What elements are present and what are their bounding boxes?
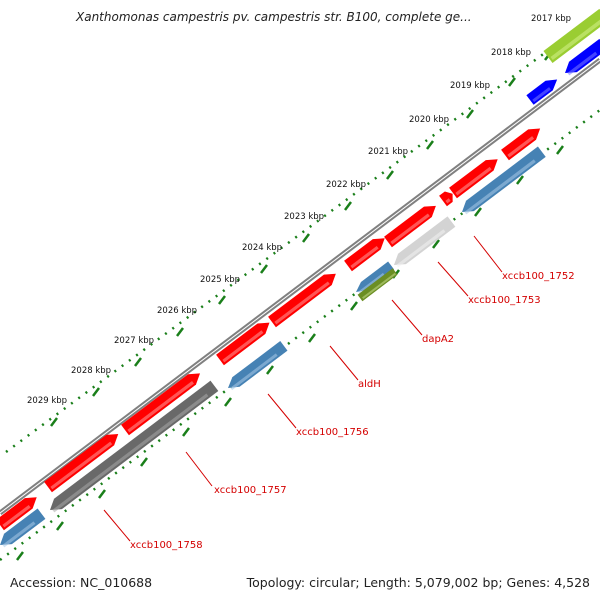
ruler-tick	[350, 301, 358, 311]
ruler-tick	[508, 77, 516, 87]
ruler-tick	[218, 295, 226, 305]
backbone	[0, 58, 600, 515]
forward-gene[interactable]	[0, 497, 37, 531]
label-leader	[103, 509, 131, 542]
forward-gene[interactable]	[526, 79, 558, 105]
accession-number: NC_010688	[80, 575, 153, 590]
label-leader	[391, 299, 423, 336]
ruler-tick	[134, 357, 142, 367]
forward-gene[interactable]	[121, 373, 201, 436]
label-leader	[329, 345, 359, 381]
ruler-outer	[5, 10, 600, 454]
gene-label[interactable]: aldH	[358, 379, 381, 390]
gene-labels: xccb100_1752 xccb100_1753 dapA2 aldH xccb100…	[130, 271, 575, 551]
ruler-tick	[182, 427, 190, 437]
forward-gene[interactable]	[268, 273, 336, 328]
accession-label: Accession:	[10, 575, 77, 590]
ruler-major-ticks	[16, 51, 564, 561]
ruler-label: 2020 kbp	[409, 115, 449, 125]
ruler-tick	[516, 175, 524, 185]
gene-xccb100-1752[interactable]	[462, 146, 546, 215]
ruler-tick	[266, 365, 274, 375]
gene-dapA2[interactable]	[357, 268, 398, 302]
reverse-gene[interactable]	[565, 38, 600, 76]
ruler-label: 2026 kbp	[157, 306, 197, 316]
reverse-gene[interactable]	[356, 261, 395, 294]
ruler-label: 2025 kbp	[200, 275, 240, 285]
ruler-tick	[308, 333, 316, 343]
gene-label[interactable]: xccb100_1758	[130, 540, 203, 551]
ruler-tick	[92, 387, 100, 397]
ruler-label: 2021 kbp	[368, 147, 408, 157]
gene-xccb100-1756[interactable]	[228, 341, 288, 391]
ruler-tick	[16, 551, 24, 561]
ruler-tick	[426, 140, 434, 150]
ruler-tick	[56, 521, 64, 531]
gene-label[interactable]: xccb100_1756	[296, 427, 369, 438]
gene-xccb100-1753[interactable]	[394, 216, 456, 268]
forward-gene[interactable]	[501, 128, 541, 161]
ruler-tick	[302, 233, 310, 243]
forward-gene[interactable]	[344, 238, 385, 272]
ruler-tick	[386, 170, 394, 180]
ruler-label: 2023 kbp	[284, 212, 324, 222]
ruler-label: 2019 kbp	[450, 81, 490, 91]
ruler-label: 2027 kbp	[114, 336, 154, 346]
ruler-tick	[176, 327, 184, 337]
ruler-tick	[224, 397, 232, 407]
ruler-tick	[556, 145, 564, 155]
ruler-label: 2018 kbp	[491, 48, 531, 58]
map-title: Xanthomonas campestris pv. campestris st…	[76, 10, 472, 24]
forward-gene[interactable]	[439, 191, 453, 207]
ruler-tick	[474, 207, 482, 217]
ruler-label: 2017 kbp	[531, 14, 571, 24]
ruler-tick	[432, 239, 440, 249]
forward-gene[interactable]	[449, 159, 498, 199]
ruler-tick	[260, 264, 268, 274]
gene-label[interactable]: dapA2	[422, 334, 454, 345]
ruler-label: 2028 kbp	[71, 366, 111, 376]
ruler-tick	[140, 457, 148, 467]
genome-summary: Topology: circular; Length: 5,079,002 bp…	[246, 575, 590, 590]
gene-track	[0, 8, 600, 548]
label-leader	[437, 261, 469, 297]
gene-label[interactable]: xccb100_1753	[468, 295, 541, 306]
ruler-tick	[466, 109, 474, 119]
ruler-label: 2029 kbp	[27, 396, 67, 406]
reverse-gene[interactable]	[0, 508, 46, 548]
gene-label[interactable]: xccb100_1752	[502, 271, 575, 282]
ruler-tick	[50, 417, 58, 427]
ruler-tick	[344, 201, 352, 211]
label-leader	[185, 451, 213, 487]
ruler-label: 2024 kbp	[242, 243, 282, 253]
gene-label-leaders	[103, 235, 503, 542]
forward-gene[interactable]	[543, 8, 600, 63]
ruler-label: 2022 kbp	[326, 180, 366, 190]
forward-gene[interactable]	[384, 205, 436, 248]
gene-xccb100-1757[interactable]	[50, 380, 219, 513]
label-leader	[473, 235, 503, 273]
forward-gene[interactable]	[216, 322, 270, 366]
gene-label[interactable]: xccb100_1757	[214, 485, 287, 496]
accession-text: Accession: NC_010688	[10, 575, 152, 590]
ruler-labels: 2017 kbp 2018 kbp 2019 kbp 2020 kbp 2021 kbp…	[27, 14, 571, 406]
forward-gene[interactable]	[44, 433, 119, 493]
ruler-tick	[98, 489, 106, 499]
label-leader	[267, 393, 297, 429]
